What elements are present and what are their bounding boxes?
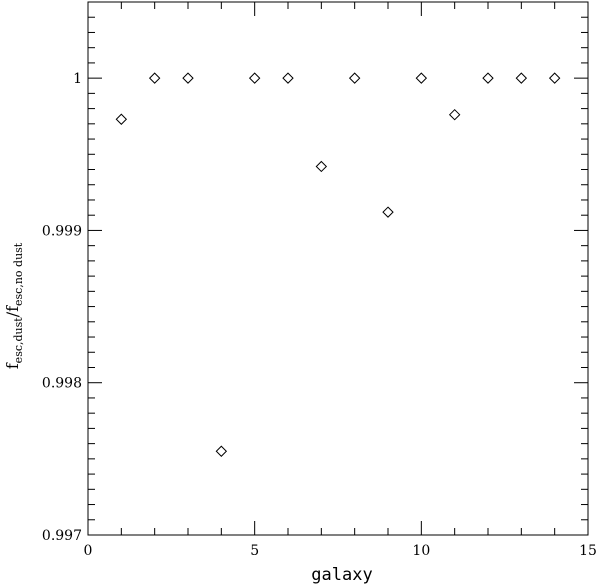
data-point-diamond <box>282 72 294 84</box>
data-point-diamond <box>148 72 161 84</box>
y-axis-label-main2: f <box>3 305 22 312</box>
data-point-diamond <box>548 72 561 84</box>
y-axis-label: fesc,dust/fesc,no dust <box>3 242 25 369</box>
x-tick-label: 0 <box>84 543 93 559</box>
y-tick-label: 0.997 <box>42 528 82 544</box>
data-point-diamond <box>448 108 461 121</box>
y-tick-label: 1 <box>73 71 82 87</box>
data-point-diamond <box>115 113 128 125</box>
data-point-diamond <box>182 72 194 84</box>
data-point-diamond <box>415 72 428 84</box>
plot-frame <box>87 1 589 536</box>
data-point-diamond <box>315 160 328 173</box>
x-tick-label: 5 <box>250 543 259 559</box>
tick-labels: 0 5 10 15 0.997 0.998 0.999 1 <box>42 71 597 559</box>
data-point-diamond <box>248 72 261 84</box>
data-point-diamond <box>348 72 361 84</box>
y-axis-label-main: f <box>3 362 22 369</box>
data-points <box>115 72 561 457</box>
y-tick-label: 0.998 <box>42 376 82 392</box>
data-point-diamond <box>215 445 228 457</box>
data-point-diamond <box>382 206 394 218</box>
data-point-diamond <box>482 72 494 84</box>
y-axis-label-sub2: esc,no dust <box>12 242 25 306</box>
y-tick-label: 0.999 <box>42 223 82 239</box>
x-axis-label: galaxy <box>311 565 372 585</box>
x-tick-label: 10 <box>412 543 430 559</box>
data-point-diamond <box>515 72 528 84</box>
y-axis-label-sep: / <box>3 311 22 317</box>
x-tick-label: 15 <box>579 543 597 559</box>
axis-ticks <box>87 1 589 536</box>
y-axis-label-sub1: esc,dust <box>12 317 25 364</box>
